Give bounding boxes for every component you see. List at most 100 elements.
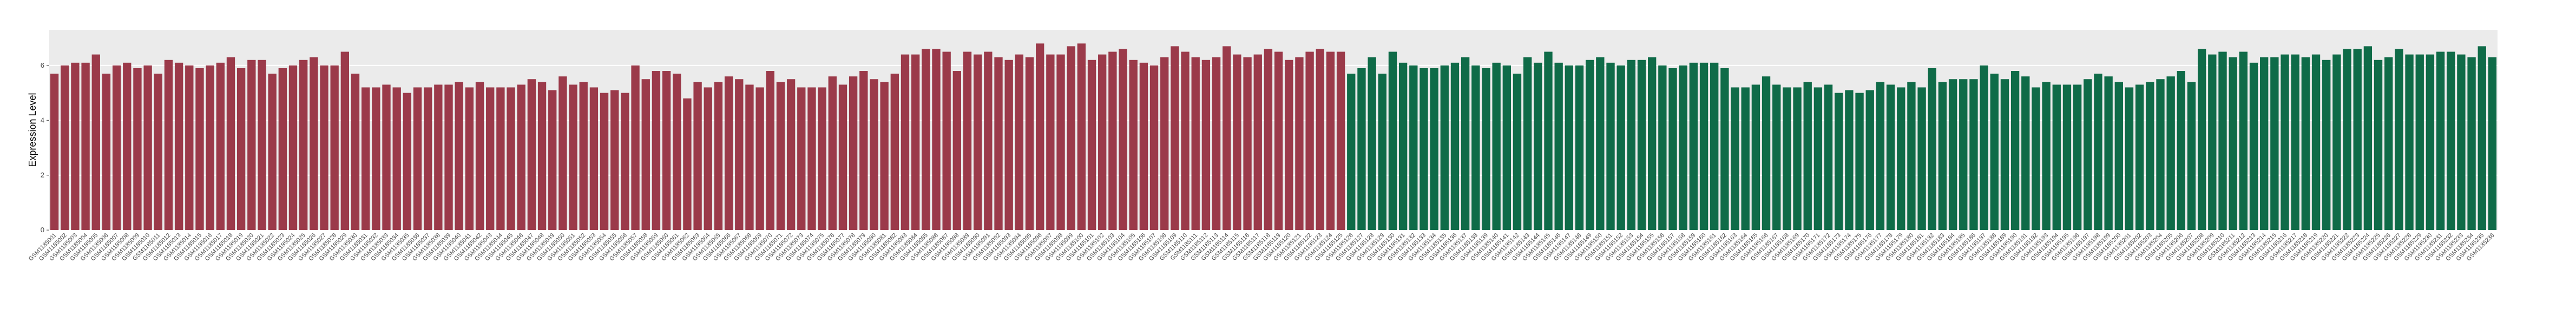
bar: [1948, 79, 1957, 230]
bar: [1928, 68, 1936, 231]
bar: [1824, 84, 1833, 230]
bar: [444, 84, 453, 230]
bar: [963, 51, 972, 230]
bar: [911, 54, 920, 230]
bar: [1616, 65, 1625, 230]
bar: [1274, 51, 1283, 230]
bar: [1699, 62, 1708, 231]
bar: [2146, 82, 2154, 230]
bar: [1098, 54, 1107, 230]
bar: [123, 62, 132, 231]
bar: [1398, 62, 1408, 231]
bar: [1119, 49, 1127, 230]
bar: [2353, 49, 2362, 230]
bar: [372, 87, 380, 230]
bar: [102, 74, 111, 230]
bar: [641, 79, 650, 230]
bar: [1243, 57, 1252, 230]
bar: [1689, 62, 1698, 231]
bar: [600, 93, 609, 230]
bar: [1648, 57, 1657, 230]
bar: [942, 51, 951, 230]
bar: [683, 98, 692, 230]
bar: [1347, 74, 1356, 230]
bar: [755, 87, 764, 230]
bar: [2239, 51, 2248, 230]
bar: [2187, 82, 2196, 230]
bar: [351, 74, 360, 230]
bar: [558, 76, 567, 231]
y-tick-label: 4: [41, 116, 44, 124]
bar: [766, 71, 774, 230]
bar: [849, 76, 858, 231]
bar: [1741, 87, 1750, 230]
bar: [1835, 93, 1843, 230]
bar: [1534, 62, 1542, 231]
bar: [1077, 43, 1086, 230]
bar: [693, 82, 702, 230]
bar: [1450, 62, 1460, 231]
bar: [1233, 54, 1241, 230]
bar: [1191, 57, 1200, 230]
bar: [1917, 87, 1926, 230]
bar: [1980, 65, 1988, 230]
bar: [1845, 90, 1854, 231]
bar: [2042, 82, 2051, 230]
bar: [2062, 84, 2072, 230]
bar: [1056, 54, 1065, 230]
bar: [1087, 60, 1096, 231]
bar: [507, 87, 515, 230]
bar: [2198, 49, 2206, 230]
bar: [1606, 62, 1615, 231]
bar: [1575, 65, 1584, 230]
bar: [2032, 87, 2040, 230]
bar: [1129, 60, 1138, 231]
bar: [745, 84, 754, 230]
bar: [133, 68, 142, 231]
bar: [569, 84, 577, 230]
bar: [589, 87, 599, 230]
bar: [434, 84, 443, 230]
bar: [1181, 51, 1190, 230]
bar: [922, 49, 930, 230]
bar: [330, 65, 339, 230]
bar: [1316, 49, 1324, 230]
bar: [735, 79, 744, 230]
bar: [50, 74, 59, 230]
bar: [496, 87, 505, 230]
bar: [527, 79, 536, 230]
bar: [465, 87, 474, 230]
bar: [2436, 51, 2445, 230]
bar: [932, 49, 941, 230]
bar: [475, 82, 484, 230]
bar: [2270, 57, 2279, 230]
bar: [2114, 82, 2123, 230]
bar: [786, 79, 796, 230]
y-tick-label: 0: [41, 226, 44, 234]
bar: [2447, 51, 2455, 230]
bar: [206, 65, 214, 230]
bar: [1969, 79, 1978, 230]
bar: [1305, 51, 1314, 230]
bar: [1471, 65, 1480, 230]
bar: [424, 87, 432, 230]
bar: [2010, 71, 2020, 230]
bar: [1368, 57, 1376, 230]
bar: [2073, 84, 2082, 230]
bar: [631, 65, 640, 230]
bar: [797, 87, 806, 230]
bar: [1036, 43, 1044, 230]
bar: [1357, 68, 1366, 231]
bar: [247, 60, 256, 231]
bar: [548, 90, 557, 231]
bar: [2218, 51, 2227, 230]
bar: [2094, 74, 2102, 230]
bar: [216, 62, 225, 231]
bar: [1803, 82, 1812, 230]
bar: [1015, 54, 1024, 230]
bar: [1627, 60, 1636, 231]
bar: [890, 74, 899, 230]
bar: [621, 93, 629, 230]
bar: [1637, 60, 1646, 231]
bar: [2104, 76, 2113, 231]
